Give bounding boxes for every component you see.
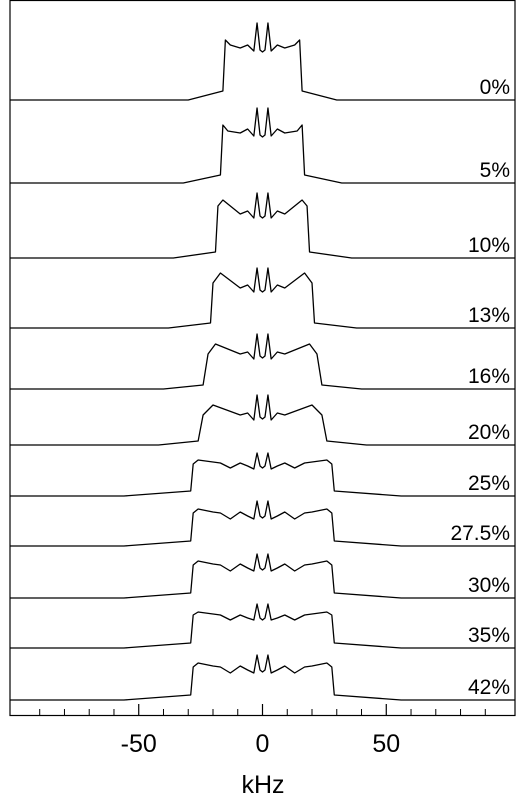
- spectrum-line: [10, 22, 515, 101]
- series-label: 30%: [468, 574, 510, 597]
- series-label: 16%: [468, 365, 510, 388]
- spectrum-line: [10, 603, 515, 649]
- spectrum-line: [10, 333, 515, 390]
- series-label: 5%: [480, 159, 510, 182]
- x-tick-label: 0: [256, 730, 270, 758]
- spectrum-line: [10, 500, 515, 547]
- series-label: 42%: [468, 676, 510, 699]
- spectrum-line: [10, 394, 515, 446]
- x-tick-label: 50: [372, 730, 400, 758]
- series-label: 27.5%: [450, 522, 510, 545]
- series-label: 10%: [468, 234, 510, 257]
- series-label: 0%: [480, 76, 510, 99]
- spectrum-line: [10, 192, 515, 259]
- spectrum-line: [10, 267, 515, 329]
- series-label: 13%: [468, 304, 510, 327]
- spectrum-line: [10, 107, 515, 184]
- plot-frame: [9, 0, 516, 717]
- series-label: 20%: [468, 421, 510, 444]
- series-label: 25%: [468, 472, 510, 495]
- spectrum-line: [10, 654, 515, 701]
- x-axis-label: kHz: [241, 771, 284, 799]
- series-label: 35%: [468, 624, 510, 647]
- spectrum-line: [10, 452, 515, 497]
- x-tick-label: -50: [121, 730, 157, 758]
- spectrum-line: [10, 553, 515, 599]
